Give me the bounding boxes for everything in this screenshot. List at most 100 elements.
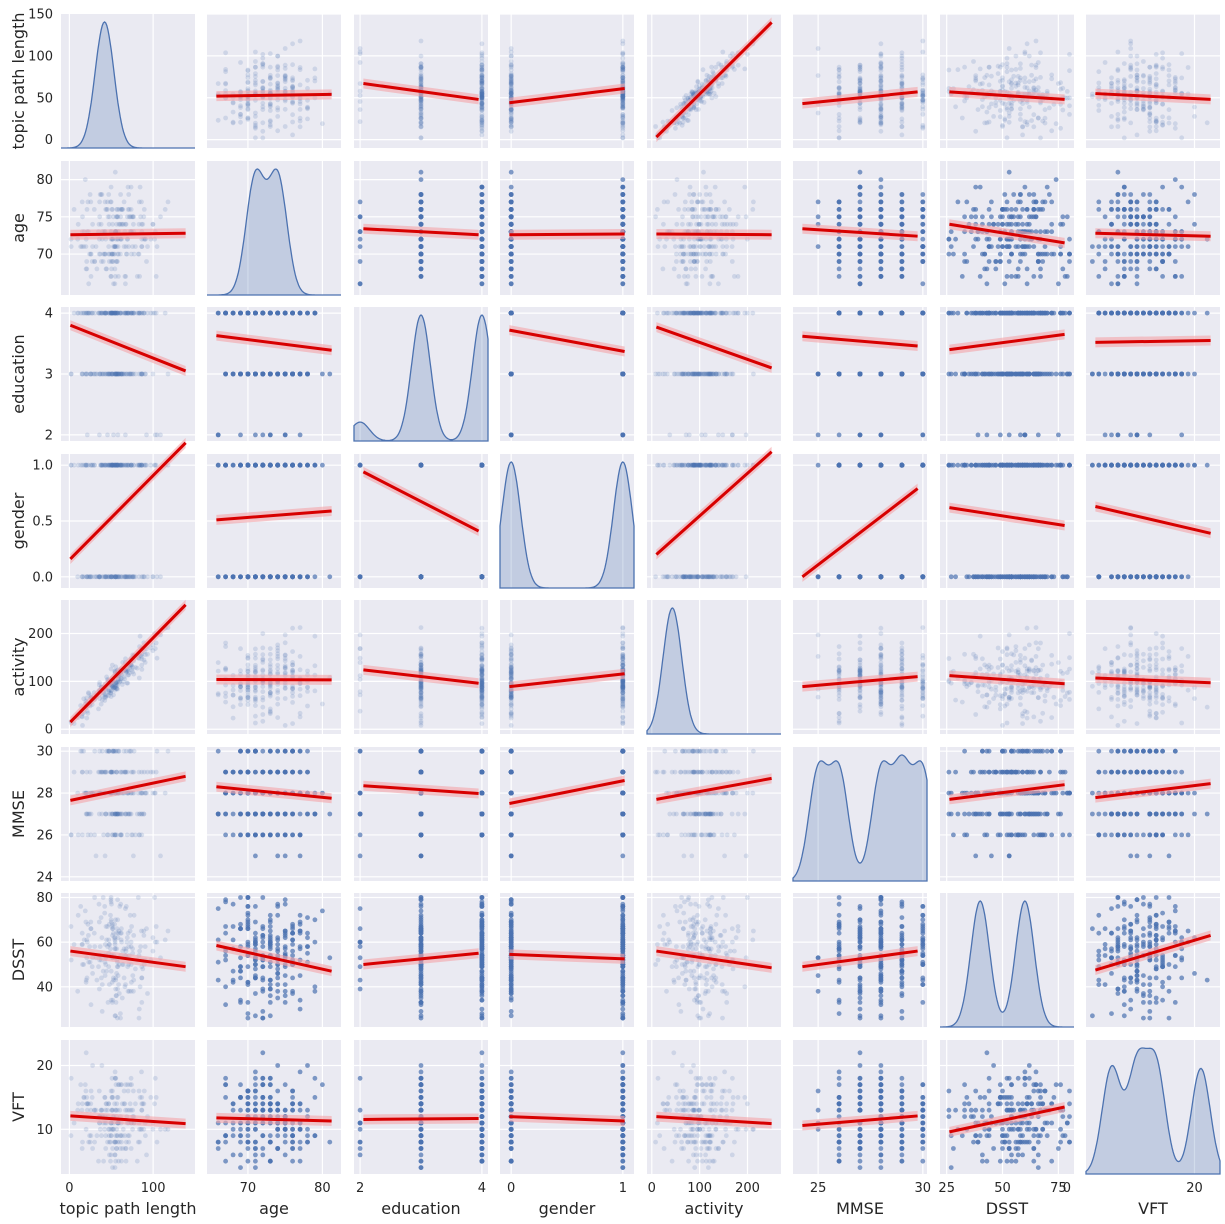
data-point: [357, 259, 363, 264]
data-point: [946, 236, 952, 242]
data-point: [508, 91, 514, 97]
data-point: [679, 244, 685, 250]
data-point: [899, 73, 905, 79]
data-point: [620, 72, 626, 78]
data-point: [620, 67, 626, 73]
data-point: [1115, 124, 1121, 129]
data-point: [101, 310, 106, 316]
data-point: [620, 101, 626, 107]
data-point: [673, 125, 678, 131]
data-point: [620, 52, 626, 57]
data-point: [1067, 112, 1072, 117]
data-point: [1179, 432, 1185, 438]
data-point: [102, 251, 108, 257]
data-point: [508, 214, 514, 220]
data-point: [267, 76, 273, 82]
data-point: [620, 38, 626, 44]
data-point: [418, 73, 424, 78]
data-point: [1121, 214, 1127, 220]
data-point: [1090, 244, 1095, 250]
data-point: [713, 94, 719, 99]
data-point: [508, 93, 514, 98]
data-point: [1179, 274, 1185, 279]
data-point: [697, 192, 703, 197]
panel-education-vs-education: [353, 307, 489, 442]
data-point: [686, 112, 691, 118]
data-point: [1134, 259, 1140, 264]
data-point: [479, 97, 485, 103]
data-point: [267, 371, 273, 377]
data-point: [508, 124, 514, 129]
data-point: [971, 59, 976, 64]
data-point: [1179, 244, 1185, 250]
data-point: [1018, 371, 1023, 377]
data-point: [620, 79, 626, 85]
panel-age-vs-vft: [1086, 161, 1220, 295]
data-point: [951, 251, 956, 257]
data-point: [689, 89, 695, 95]
data-point: [418, 115, 424, 121]
data-point: [1192, 104, 1197, 110]
data-point: [418, 124, 424, 129]
data-point: [253, 120, 258, 126]
data-point: [1038, 207, 1043, 212]
data-point: [857, 207, 863, 212]
data-point: [479, 94, 485, 99]
data-point: [620, 120, 626, 126]
data-point: [245, 67, 251, 73]
data-point: [79, 199, 85, 205]
data-point: [727, 221, 733, 227]
data-point: [479, 101, 485, 107]
data-point: [1134, 310, 1140, 316]
data-point: [1166, 120, 1172, 126]
data-point: [508, 122, 514, 128]
data-point: [836, 310, 842, 316]
data-point: [508, 111, 514, 117]
data-point: [1115, 192, 1121, 197]
data-point: [1000, 78, 1005, 83]
data-point: [920, 93, 926, 99]
data-point: [479, 62, 485, 68]
data-point: [899, 244, 905, 250]
data-point: [680, 259, 686, 264]
data-point: [899, 274, 905, 279]
data-point: [479, 86, 485, 91]
data-point: [920, 310, 926, 316]
data-point: [115, 432, 121, 438]
data-point: [418, 114, 424, 119]
data-point: [700, 207, 705, 212]
panel-topic-path-length-vs-vft: [1086, 13, 1220, 148]
data-point: [275, 371, 281, 377]
data-point: [1121, 192, 1127, 197]
data-point: [97, 251, 103, 257]
data-point: [995, 63, 1001, 69]
data-point: [1056, 432, 1061, 438]
data-point: [695, 79, 701, 85]
data-point: [620, 75, 626, 80]
panel-education-vs-topic-path-length: [61, 307, 195, 441]
data-point: [418, 115, 424, 121]
data-point: [971, 244, 976, 250]
data-point: [1147, 124, 1153, 130]
data-point: [90, 221, 95, 227]
data-point: [297, 310, 303, 316]
data-point: [267, 101, 273, 107]
data-point: [260, 100, 266, 106]
data-point: [479, 79, 485, 85]
data-point: [290, 62, 295, 68]
panel-background: [500, 161, 634, 295]
data-point: [620, 104, 626, 110]
data-point: [1026, 192, 1032, 197]
data-point: [1000, 221, 1005, 227]
data-point: [260, 310, 266, 316]
data-point: [508, 82, 514, 88]
data-point: [1128, 259, 1134, 264]
data-point: [275, 84, 281, 90]
data-point: [1047, 105, 1052, 111]
data-point: [1172, 244, 1178, 250]
data-point: [713, 251, 719, 257]
data-point: [1153, 207, 1159, 212]
data-point: [1115, 251, 1121, 257]
data-point: [1166, 115, 1172, 121]
data-point: [1038, 50, 1043, 56]
